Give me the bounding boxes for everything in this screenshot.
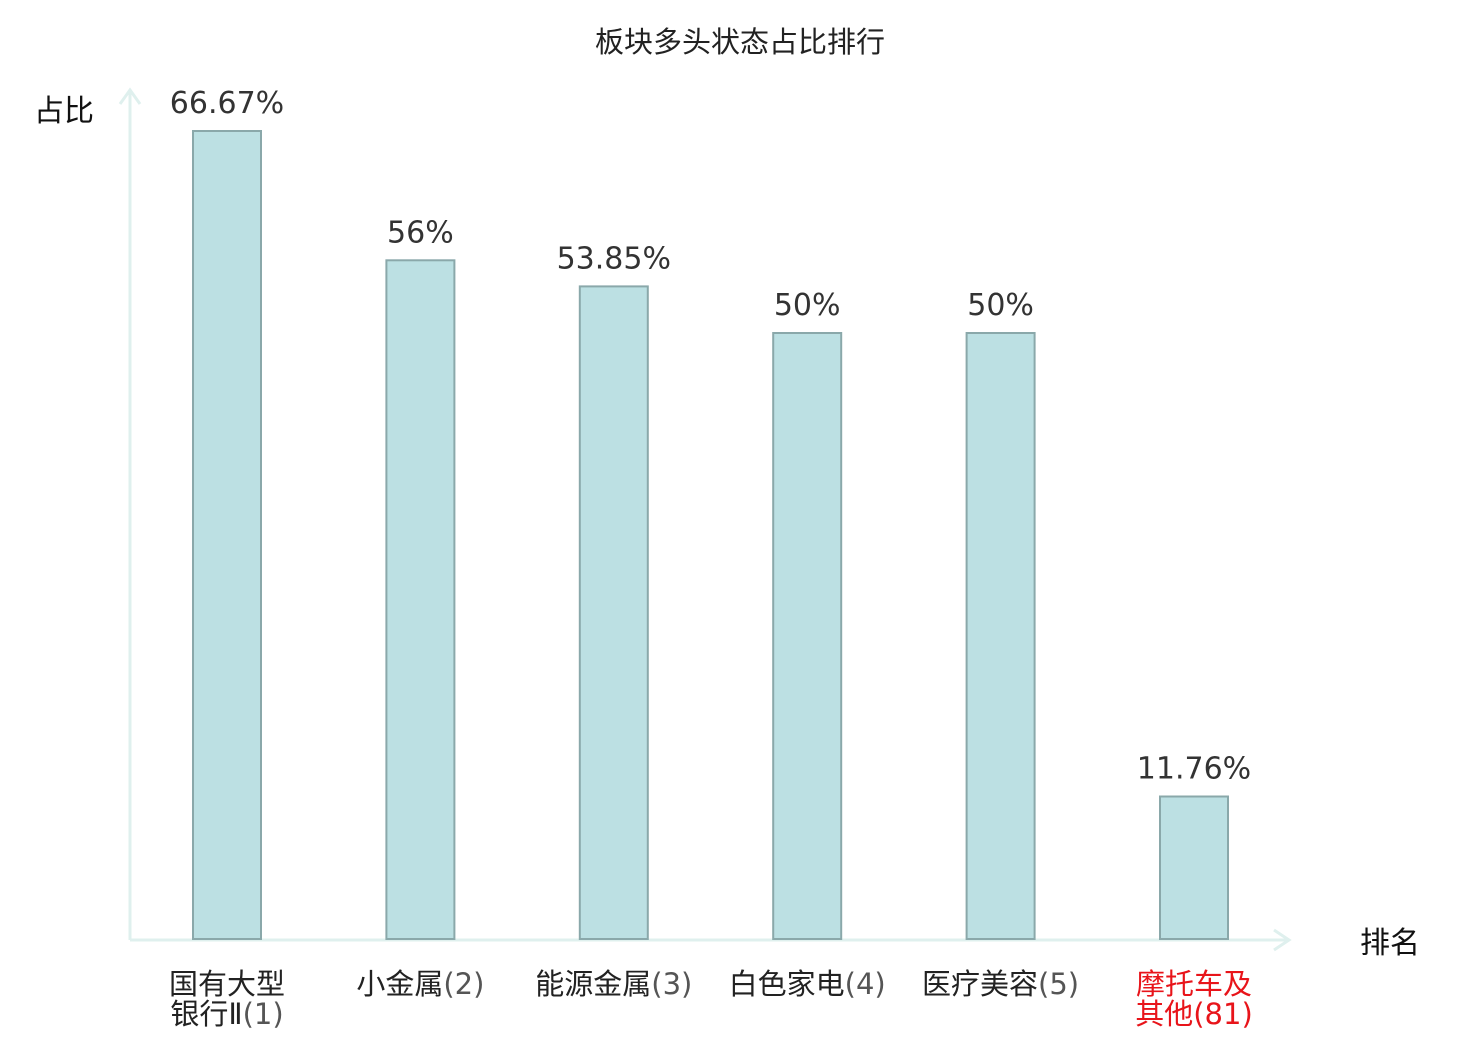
- category-label: 能源金属(3): [535, 967, 692, 1001]
- bar-value-label: 11.76%: [1137, 752, 1251, 787]
- y-axis-label: 占比: [34, 94, 94, 129]
- bar: [1159, 795, 1229, 940]
- bar-value-label: 50%: [967, 288, 1034, 323]
- bar-value-label: 53.85%: [557, 241, 671, 276]
- value-labels: 66.67% 56% 53.85% 50% 50% 11.76%: [170, 86, 1251, 787]
- bar-series: [192, 130, 1229, 940]
- bar: [385, 259, 456, 940]
- bar: [192, 130, 262, 940]
- category-labels: 国有大型银行Ⅱ(1) 小金属(2) 能源金属(3) 白色家电(4) 医疗美容(5) 摩托车…: [169, 967, 1253, 1031]
- bar: [965, 332, 1036, 940]
- category-label: 小金属(2): [356, 967, 484, 1001]
- x-axis-arrow: [1273, 928, 1292, 952]
- bar: [578, 285, 649, 940]
- y-axis-arrow: [118, 87, 142, 105]
- x-axis-label: 排名: [1360, 926, 1420, 961]
- category-label: 摩托车及其他(81): [1135, 967, 1253, 1031]
- chart-title: 板块多头状态占比排行: [595, 25, 885, 59]
- bar-value-label: 66.67%: [170, 86, 284, 121]
- category-label: 国有大型银行Ⅱ(1): [169, 967, 285, 1031]
- bar-value-label: 56%: [387, 215, 454, 250]
- category-label: 医疗美容(5): [922, 967, 1079, 1001]
- bar: [772, 332, 843, 940]
- bar-value-label: 50%: [774, 288, 841, 323]
- category-label: 白色家电(4): [729, 967, 886, 1001]
